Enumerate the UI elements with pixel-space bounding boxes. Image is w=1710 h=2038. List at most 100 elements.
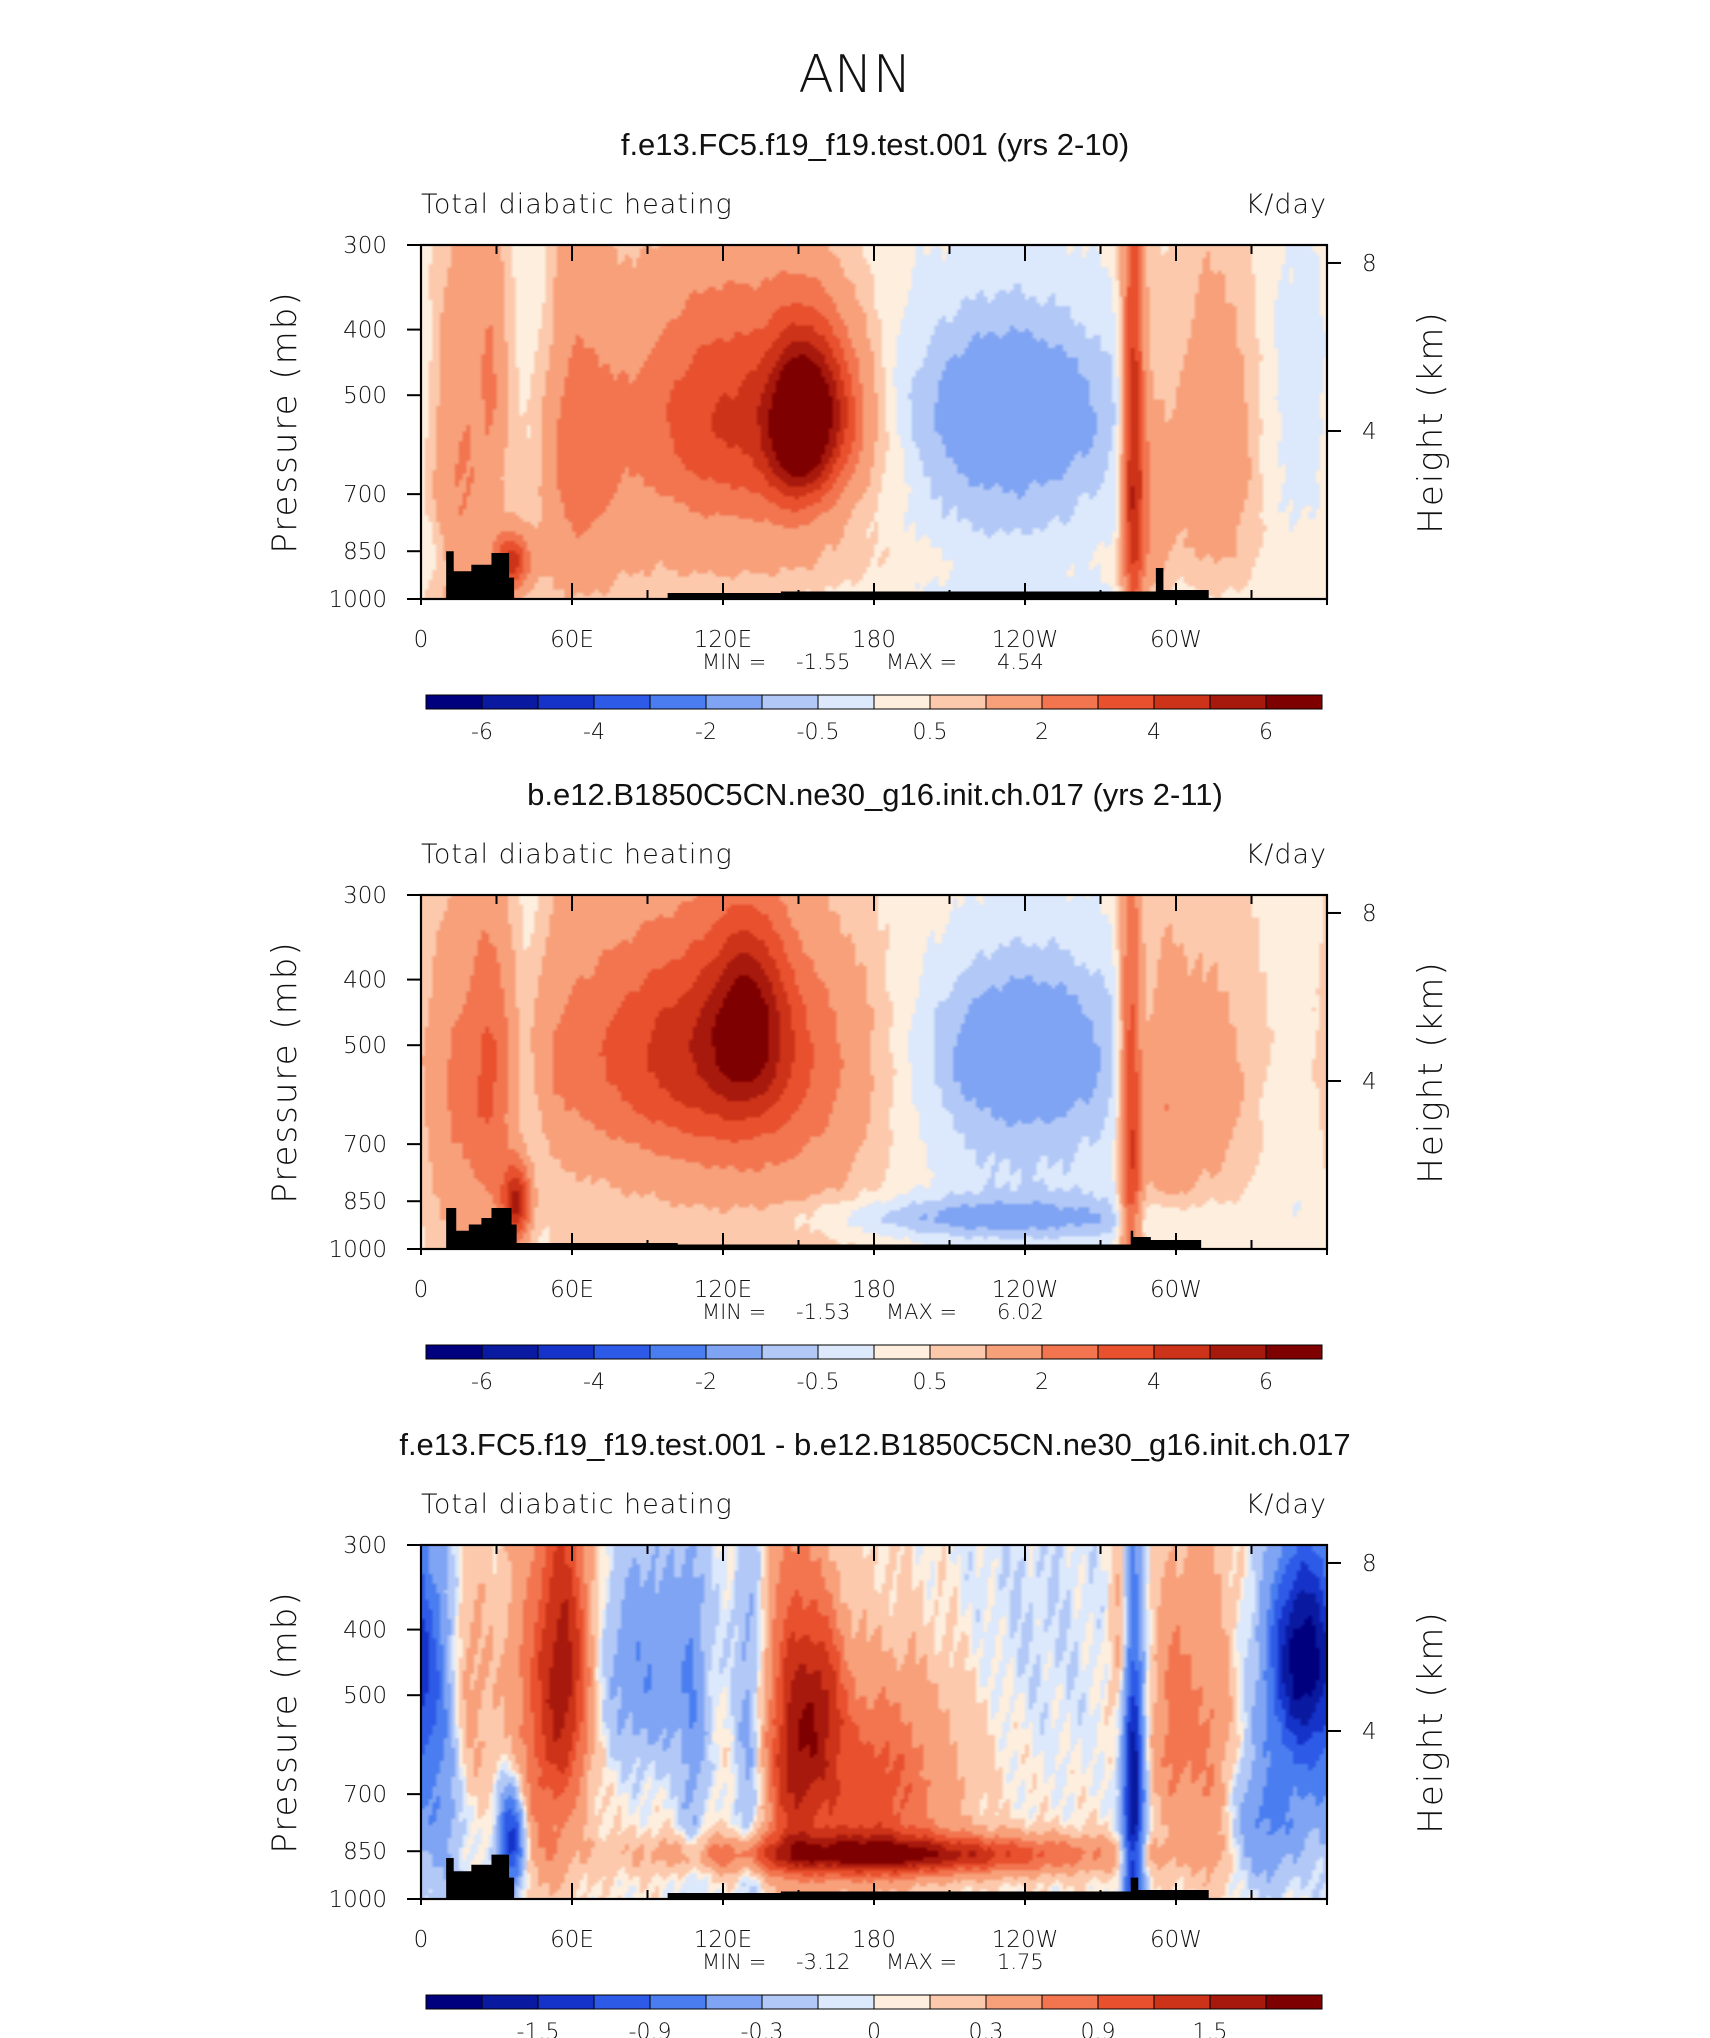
colorbar-box bbox=[1153, 1344, 1211, 1360]
colorbar-box bbox=[1041, 1344, 1099, 1360]
colorbar-box bbox=[1265, 1994, 1323, 2010]
colorbar-box bbox=[1153, 1994, 1211, 2010]
colorbar-box bbox=[1265, 694, 1323, 710]
colorbar-box bbox=[481, 1344, 539, 1360]
colorbar-box bbox=[929, 1994, 987, 2010]
topography-mask bbox=[421, 1208, 1202, 1249]
y-tick-label: 500 bbox=[343, 383, 387, 409]
y-axis-label: Pressure (mb) bbox=[265, 940, 305, 1203]
left-string: Total diabatic heating bbox=[421, 839, 733, 870]
colorbar-box bbox=[929, 694, 987, 710]
max-label: MAX = bbox=[886, 650, 957, 674]
colorbar-box bbox=[1041, 694, 1099, 710]
colorbar-label: 0.9 bbox=[1081, 2020, 1116, 2038]
max-value: 4.54 bbox=[997, 650, 1044, 674]
colorbar-box bbox=[425, 694, 483, 710]
colorbar-box bbox=[817, 1994, 875, 2010]
y-tick-label: 850 bbox=[343, 539, 387, 565]
colorbar-label: 4 bbox=[1147, 720, 1161, 745]
colorbar-label: 6 bbox=[1259, 1370, 1273, 1395]
x-tick-label: 60W bbox=[1150, 1927, 1202, 1953]
x-tick-label: 120W bbox=[992, 1277, 1059, 1303]
x-tick-label: 0 bbox=[414, 627, 429, 653]
x-tick-label: 120W bbox=[992, 1927, 1059, 1953]
colorbar-box bbox=[817, 1344, 875, 1360]
colorbar-label: 2 bbox=[1035, 720, 1049, 745]
y-tick-label: 850 bbox=[343, 1189, 387, 1215]
min-label: MIN = bbox=[702, 650, 766, 674]
x-tick-label: 120E bbox=[694, 627, 752, 653]
colorbar-box bbox=[425, 1344, 483, 1360]
topography-mask bbox=[421, 551, 1209, 599]
y-tick-label: 1000 bbox=[328, 1237, 387, 1263]
y-tick-label: 300 bbox=[343, 233, 387, 259]
colorbar-box bbox=[1265, 1344, 1323, 1360]
y-tick-label: 500 bbox=[343, 1683, 387, 1709]
colorbar-box bbox=[481, 1994, 539, 2010]
y-tick-label: 700 bbox=[343, 482, 387, 508]
colorbar-label: -2 bbox=[695, 1370, 717, 1395]
main-title: ANN bbox=[798, 45, 911, 105]
colorbar-box bbox=[537, 1994, 595, 2010]
y-axis-label: Pressure (mb) bbox=[265, 1590, 305, 1853]
colorbar-box bbox=[985, 694, 1043, 710]
y-tick-label: 700 bbox=[343, 1132, 387, 1158]
colorbar-box bbox=[425, 1994, 483, 2010]
x-tick-label: 60W bbox=[1150, 1277, 1202, 1303]
colorbar-box bbox=[593, 694, 651, 710]
y2-tick-label: 4 bbox=[1362, 1719, 1377, 1745]
min-label: MIN = bbox=[702, 1300, 766, 1324]
colorbar-box bbox=[985, 1344, 1043, 1360]
colorbar-box bbox=[929, 1344, 987, 1360]
left-string: Total diabatic heating bbox=[421, 189, 733, 220]
colorbar-label: 6 bbox=[1259, 720, 1273, 745]
colorbar-box bbox=[873, 1344, 931, 1360]
colorbar-box bbox=[761, 1344, 819, 1360]
colorbar-box bbox=[537, 1344, 595, 1360]
right-string: K/day bbox=[1246, 1489, 1327, 1520]
colorbar-box bbox=[1153, 694, 1211, 710]
x-tick-label: 60E bbox=[550, 627, 594, 653]
colorbar-label: -6 bbox=[471, 1370, 493, 1395]
colorbar-label: -6 bbox=[471, 720, 493, 745]
colorbar-box bbox=[593, 1344, 651, 1360]
right-string: K/day bbox=[1246, 839, 1327, 870]
colorbar-label: 4 bbox=[1147, 1370, 1161, 1395]
colorbar-label: -4 bbox=[583, 1370, 605, 1395]
y2-axis-label: Height (km) bbox=[1411, 310, 1451, 533]
chart-title: f.e13.FC5.f19_f19.test.001 - b.e12.B1850… bbox=[399, 1427, 1350, 1462]
colorbar-box bbox=[873, 694, 931, 710]
colorbar-box bbox=[649, 1344, 707, 1360]
y2-tick-label: 4 bbox=[1362, 1069, 1377, 1095]
colorbar-box bbox=[761, 1994, 819, 2010]
min-value: -1.53 bbox=[796, 1300, 850, 1324]
colorbar-box bbox=[481, 694, 539, 710]
chart-panel-1: f.e13.FC5.f19_f19.test.001 (yrs 2-10) Tot… bbox=[265, 127, 1451, 745]
chart-title: f.e13.FC5.f19_f19.test.001 (yrs 2-10) bbox=[621, 127, 1129, 162]
right-string: K/day bbox=[1246, 189, 1327, 220]
colorbar-box bbox=[1041, 1994, 1099, 2010]
x-tick-label: 180 bbox=[852, 627, 896, 653]
colorbar-box bbox=[817, 694, 875, 710]
x-tick-label: 60E bbox=[550, 1277, 594, 1303]
colorbar-label: -0.5 bbox=[797, 1370, 840, 1395]
x-tick-label: 60W bbox=[1150, 627, 1202, 653]
colorbar-label: -4 bbox=[583, 720, 605, 745]
colorbar-label: -0.5 bbox=[797, 720, 840, 745]
colorbar-box bbox=[761, 694, 819, 710]
x-tick-label: 120E bbox=[694, 1277, 752, 1303]
colorbar-label: -1.5 bbox=[517, 2020, 560, 2038]
chart-title: b.e12.B1850C5CN.ne30_g16.init.ch.017 (yr… bbox=[527, 777, 1223, 812]
colorbar-box bbox=[593, 1994, 651, 2010]
colorbar-label: -0.3 bbox=[741, 2020, 784, 2038]
max-label: MAX = bbox=[886, 1300, 957, 1324]
y2-tick-label: 8 bbox=[1362, 251, 1377, 277]
x-tick-label: 180 bbox=[852, 1277, 896, 1303]
colorbar-box bbox=[1097, 1344, 1155, 1360]
y2-tick-label: 4 bbox=[1362, 419, 1377, 445]
colorbar-box bbox=[1097, 1994, 1155, 2010]
y-tick-label: 400 bbox=[343, 318, 387, 344]
colorbar-box bbox=[1209, 694, 1267, 710]
y2-tick-label: 8 bbox=[1362, 901, 1377, 927]
